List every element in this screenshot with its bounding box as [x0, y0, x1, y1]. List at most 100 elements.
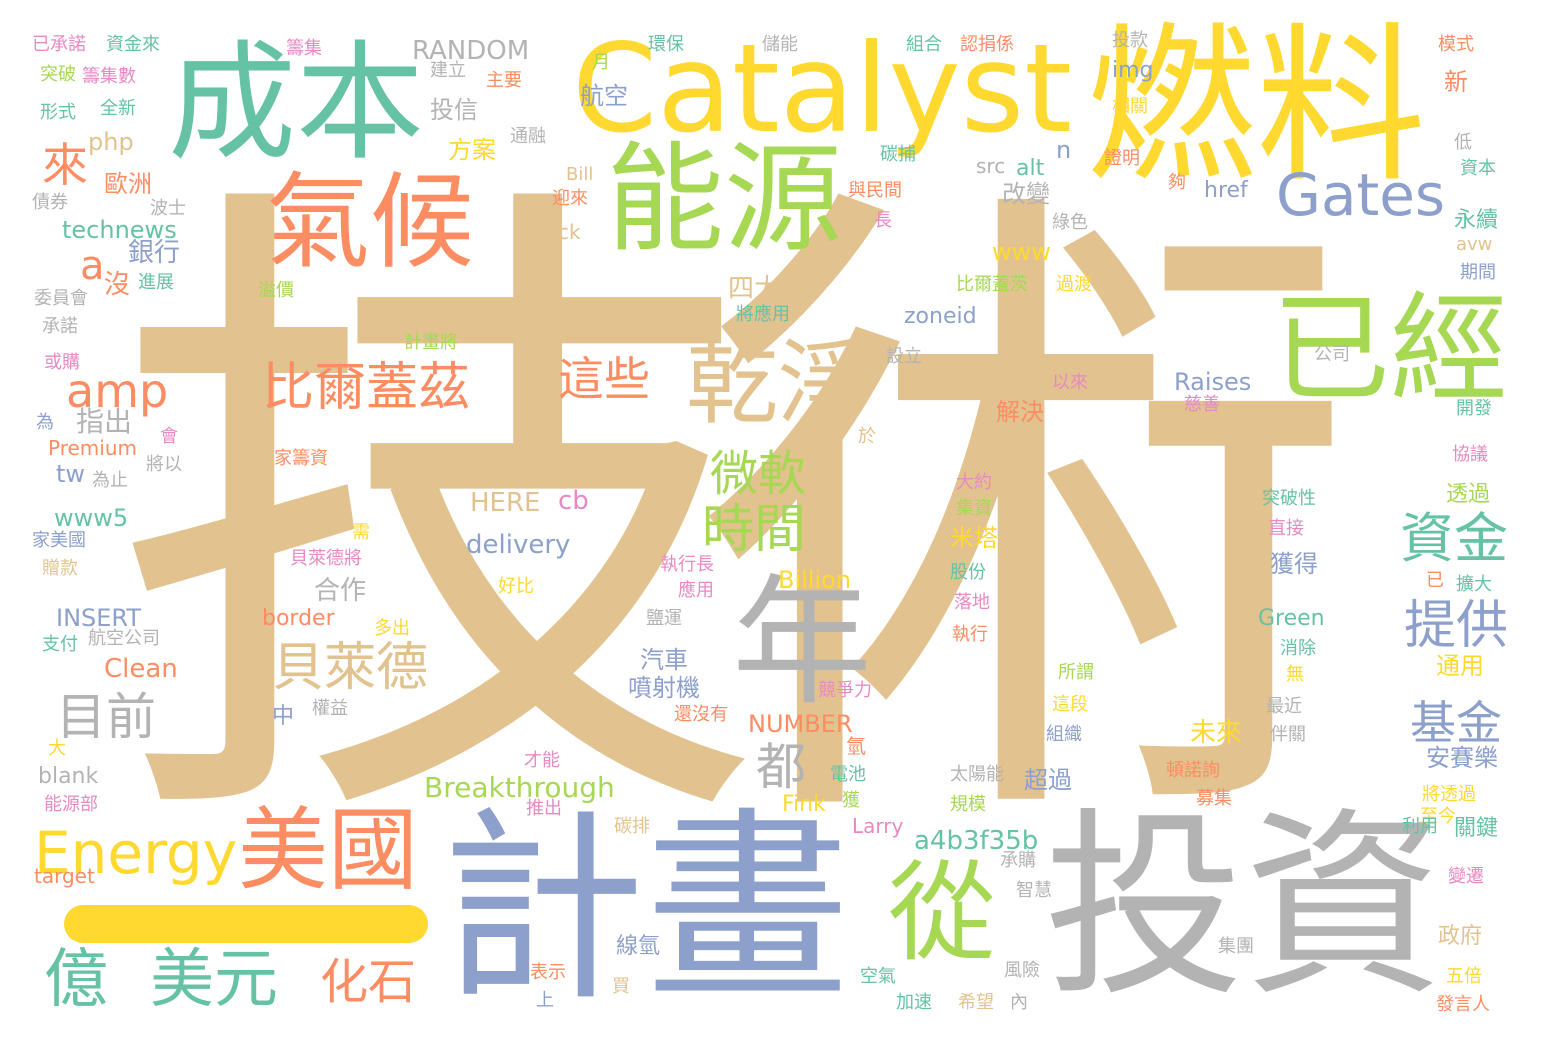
word-氣候: 氣候 [266, 161, 475, 283]
word-能源: 能源 [606, 130, 843, 268]
word-www5: www5 [54, 504, 129, 532]
word-汽車: 汽車 [640, 646, 688, 674]
word-歐洲: 歐洲 [104, 170, 152, 198]
word-大約: 大約 [956, 472, 992, 493]
word-與民間: 與民間 [848, 180, 902, 201]
word-組合: 組合 [906, 34, 942, 55]
word-認捐係: 認捐係 [960, 34, 1014, 55]
word-碳排: 碳排 [614, 816, 650, 837]
word-a4b3f35b: a4b3f35b [914, 826, 1039, 856]
word-cb: cb [558, 486, 589, 516]
word-從: 從 [888, 851, 997, 976]
word-變遷: 變遷 [1448, 866, 1484, 887]
word-過渡: 過渡 [1056, 274, 1092, 295]
word-還沒有: 還沒有 [674, 704, 728, 725]
word-最近: 最近 [1266, 696, 1302, 717]
word-夠: 夠 [1168, 172, 1186, 193]
word-目前: 目前 [56, 688, 156, 746]
word-航空公司: 航空公司 [88, 628, 160, 649]
word-債券: 債券 [32, 192, 68, 213]
word-通用: 通用 [1436, 652, 1484, 680]
word-希望: 希望 [958, 992, 994, 1013]
word-線氫: 線氫 [616, 934, 661, 959]
word-基金: 基金 [1410, 696, 1502, 750]
word-突破性: 突破性 [1262, 488, 1316, 509]
word-Breakthrough: Breakthrough [424, 771, 615, 804]
word-Fink: Fink [782, 792, 826, 817]
word-股份: 股份 [950, 562, 986, 583]
word-於: 於 [858, 426, 876, 447]
word-家籌資: 家籌資 [274, 448, 328, 469]
word-通融: 通融 [510, 126, 546, 147]
word-都: 都 [756, 738, 806, 796]
word-儲能: 儲能 [762, 34, 798, 55]
word-噴射機: 噴射機 [628, 674, 700, 702]
word-src: src [976, 154, 1006, 178]
word-計畫將: 計畫將 [404, 332, 458, 353]
word-這些: 這些 [558, 352, 650, 406]
word-為止: 為止 [92, 470, 128, 491]
word-年: 年 [732, 562, 873, 725]
word-改變: 改變 [1002, 180, 1050, 208]
word-href: href [1204, 178, 1248, 203]
word-來: 來 [42, 138, 88, 192]
word-Energy: Energy [34, 819, 238, 887]
word-INSERT: INSERT [56, 604, 142, 632]
word-委員會: 委員會 [34, 288, 88, 309]
word-已承諾: 已承諾 [32, 34, 86, 55]
word-期間: 期間 [1460, 262, 1496, 283]
word-需: 需 [352, 522, 370, 543]
word-blank: blank [38, 764, 99, 789]
word-NUMBER: NUMBER [748, 710, 853, 738]
word-target: target [34, 864, 95, 888]
word-競爭力: 競爭力 [818, 680, 872, 701]
word-永續: 永續 [1454, 208, 1499, 233]
word-Catalyst: Catalyst [572, 18, 1073, 160]
word-technews: technews [62, 216, 177, 244]
word-好比: 好比 [498, 576, 534, 597]
word-電池: 電池 [830, 764, 866, 785]
word-內: 內 [1010, 992, 1028, 1013]
word-Bill: Bill [566, 164, 594, 185]
word-能源部: 能源部 [44, 794, 98, 815]
word-化石: 化石 [320, 954, 417, 1010]
word-投資: 投資 [1044, 791, 1445, 1024]
word-將以: 將以 [146, 454, 182, 475]
word-執行長: 執行長 [660, 554, 714, 575]
word-提供: 提供 [1404, 596, 1509, 656]
word-所謂: 所謂 [1058, 662, 1094, 683]
word-銀行: 銀行 [128, 238, 181, 268]
word-加速: 加速 [896, 992, 932, 1013]
word-未來: 未來 [1190, 718, 1243, 748]
word-多出: 多出 [374, 618, 410, 639]
word-amp: amp [66, 364, 169, 418]
word-月: 月 [592, 52, 610, 73]
word-已: 已 [1426, 570, 1444, 591]
word-大: 大 [48, 738, 66, 759]
word-美元: 美元 [150, 943, 278, 1017]
word-全新: 全新 [100, 98, 136, 119]
word-募集: 募集 [1196, 788, 1232, 809]
word-承諾: 承諾 [42, 316, 78, 337]
word-太陽能: 太陽能 [950, 764, 1004, 785]
word-贈款: 贈款 [42, 558, 78, 579]
word-直接: 直接 [1268, 518, 1304, 539]
word-集資: 集資 [956, 498, 992, 519]
word-權益: 權益 [312, 698, 348, 719]
word-億: 億 [44, 943, 108, 1017]
word-或購: 或購 [44, 352, 80, 373]
word-風險: 風險 [1004, 960, 1040, 981]
word-籌集: 籌集 [286, 38, 322, 59]
word-border: border [262, 606, 335, 631]
word-方案: 方案 [448, 136, 496, 164]
word-落地: 落地 [954, 592, 990, 613]
word-四大: 四大 [728, 274, 781, 304]
word-超過: 超過 [1024, 766, 1072, 794]
word-公司: 公司 [1314, 344, 1350, 365]
word-組織: 組織 [1046, 724, 1082, 745]
word-設立: 設立 [886, 346, 922, 367]
word-關鍵: 關鍵 [1454, 816, 1499, 841]
word-計畫: 計畫 [440, 791, 850, 1029]
word-www: www [992, 238, 1051, 266]
word-智慧: 智慧 [1016, 880, 1052, 901]
